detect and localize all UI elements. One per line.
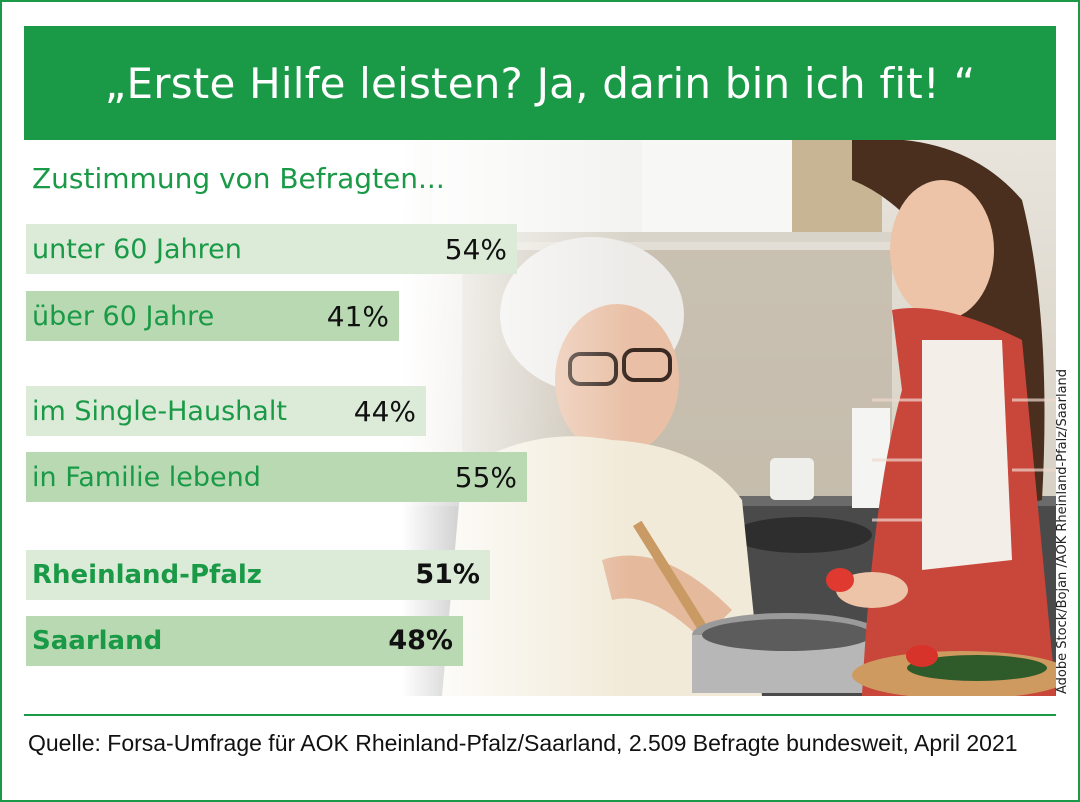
bar-value: 48% bbox=[388, 625, 453, 656]
bar-value: 55% bbox=[454, 461, 517, 494]
bar-label: Saarland bbox=[32, 626, 163, 656]
bar-value: 51% bbox=[415, 559, 480, 590]
bar-value: 54% bbox=[444, 233, 507, 266]
source-note: Quelle: Forsa-Umfrage für AOK Rheinland-… bbox=[28, 730, 1018, 756]
bar-value: 41% bbox=[326, 300, 389, 333]
bar-unter-60: unter 60 Jahren 54% bbox=[26, 224, 517, 274]
bar-single-haushalt: im Single-Haushalt 44% bbox=[26, 386, 426, 436]
bar-label: unter 60 Jahren bbox=[32, 234, 242, 265]
bar-rheinland-pfalz: Rheinland-Pfalz 51% bbox=[26, 550, 490, 600]
photo-credit: Adobe Stock/Bojan /AOK Rheinland-Pfalz/S… bbox=[1055, 368, 1070, 694]
bar-label: in Familie lebend bbox=[32, 462, 261, 493]
chart-subtitle: Zustimmung von Befragten... bbox=[32, 162, 445, 195]
bar-label: über 60 Jahre bbox=[32, 301, 215, 332]
bar-saarland: Saarland 48% bbox=[26, 616, 463, 666]
bar-ueber-60: über 60 Jahre 41% bbox=[26, 291, 399, 341]
bar-label: Rheinland-Pfalz bbox=[32, 560, 262, 590]
bar-familie: in Familie lebend 55% bbox=[26, 452, 527, 502]
page-title: „Erste Hilfe leisten? Ja, darin bin ich … bbox=[104, 58, 976, 108]
bar-label: im Single-Haushalt bbox=[32, 396, 287, 427]
title-banner: „Erste Hilfe leisten? Ja, darin bin ich … bbox=[24, 26, 1056, 140]
bar-value: 44% bbox=[353, 395, 416, 428]
footer-divider bbox=[24, 714, 1056, 716]
